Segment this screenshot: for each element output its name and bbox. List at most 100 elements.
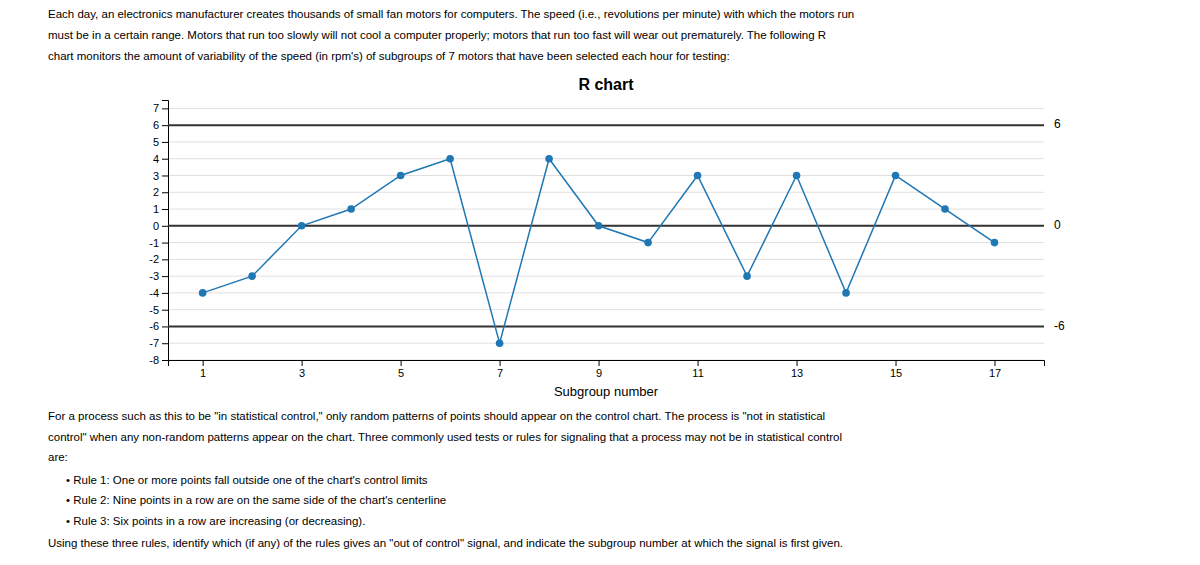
tick-label: 2 bbox=[153, 186, 159, 198]
tick-mark bbox=[698, 360, 699, 366]
data-point bbox=[298, 222, 306, 230]
grid-line bbox=[168, 259, 1044, 260]
description: Each day, an electronics manufacturer cr… bbox=[48, 8, 854, 62]
tick: -4 bbox=[149, 287, 168, 299]
rule-line: • Rule 2: Nine points in a row are on th… bbox=[66, 494, 446, 506]
tick-label: 9 bbox=[596, 367, 602, 379]
data-point bbox=[743, 272, 751, 280]
tick-label: -4 bbox=[149, 287, 159, 299]
tick-label: 5 bbox=[153, 136, 159, 148]
tick-mark bbox=[162, 209, 168, 210]
body-line: are: bbox=[48, 451, 68, 463]
data-point bbox=[892, 172, 900, 180]
control-line-label: 6 bbox=[1054, 117, 1061, 131]
tick-mark bbox=[162, 310, 168, 311]
tick-label: 6 bbox=[153, 119, 159, 131]
control-line bbox=[168, 325, 1044, 327]
tick-mark bbox=[302, 360, 303, 366]
tick-mark bbox=[162, 326, 168, 327]
axis-line bbox=[169, 361, 1045, 367]
tick-mark bbox=[896, 360, 897, 366]
question-line: Using these three rules, identify which … bbox=[48, 537, 843, 549]
rule-line: • Rule 1: One or more points fall outsid… bbox=[66, 474, 428, 486]
tick-label: 3 bbox=[299, 367, 305, 379]
grid-line bbox=[168, 158, 1044, 159]
body-line: For a process such as this to be "in sta… bbox=[48, 410, 825, 422]
control-lines bbox=[168, 125, 1044, 326]
tick-mark bbox=[162, 142, 168, 143]
tick-label: 0 bbox=[153, 220, 159, 232]
chart-root: Each day, an electronics manufacturer cr… bbox=[0, 0, 1200, 565]
tick-mark bbox=[162, 108, 168, 109]
grid-line bbox=[168, 309, 1044, 310]
data-point bbox=[199, 289, 207, 297]
tick-label: 17 bbox=[989, 367, 1001, 379]
grid-line bbox=[168, 108, 1044, 109]
tick-label: -7 bbox=[149, 337, 159, 349]
axis-line bbox=[162, 101, 169, 361]
tick-label: -3 bbox=[149, 270, 159, 282]
tick: -1 bbox=[149, 237, 168, 249]
data-point bbox=[545, 155, 553, 163]
control-line-labels: 60-6 bbox=[1054, 117, 1065, 332]
tick: 3 bbox=[153, 170, 168, 182]
tick: -2 bbox=[149, 253, 168, 265]
tick-mark bbox=[162, 360, 168, 361]
tick: 1 bbox=[153, 203, 168, 215]
tick-label: 7 bbox=[497, 367, 503, 379]
tick: -6 bbox=[149, 320, 168, 332]
tick-mark bbox=[401, 360, 402, 366]
rule-line: • Rule 3: Six points in a row are increa… bbox=[66, 515, 365, 527]
grid-line bbox=[168, 192, 1044, 193]
tick-mark bbox=[162, 226, 168, 227]
control-line bbox=[168, 124, 1044, 126]
control-line-label: 0 bbox=[1054, 218, 1061, 232]
tick: 3 bbox=[299, 360, 305, 379]
data-point bbox=[793, 172, 801, 180]
tick-label: -6 bbox=[149, 320, 159, 332]
tick-mark bbox=[162, 192, 168, 193]
tick-mark bbox=[203, 360, 204, 366]
data-point bbox=[595, 222, 603, 230]
data-point bbox=[842, 289, 850, 297]
tick: 7 bbox=[497, 360, 503, 379]
tick-label: -5 bbox=[149, 304, 159, 316]
marks bbox=[168, 125, 1044, 347]
tick: 7 bbox=[153, 102, 168, 114]
tick: 11 bbox=[692, 360, 703, 379]
tick-mark bbox=[162, 175, 168, 176]
body-text: For a process such as this to be "in sta… bbox=[48, 410, 843, 549]
data-point bbox=[694, 172, 702, 180]
y-axis: 76543210-1-2-3-4-5-6-7-8 bbox=[149, 101, 168, 367]
tick-mark bbox=[162, 343, 168, 344]
tick: -7 bbox=[149, 337, 168, 349]
description-line: chart monitors the amount of variability… bbox=[48, 50, 730, 62]
tick: 5 bbox=[398, 360, 404, 379]
tick-mark bbox=[995, 360, 996, 366]
tick-mark bbox=[162, 276, 168, 277]
tick-mark bbox=[162, 293, 168, 294]
grid-line bbox=[168, 175, 1044, 176]
tick: 1 bbox=[200, 360, 206, 379]
tick: 6 bbox=[153, 119, 168, 131]
grid-line bbox=[168, 242, 1044, 243]
tick-label: 3 bbox=[153, 170, 159, 182]
tick-label: 1 bbox=[200, 367, 206, 379]
grid-line bbox=[168, 326, 1044, 327]
tick-mark bbox=[162, 259, 168, 260]
data-point bbox=[446, 155, 454, 163]
data-line bbox=[203, 159, 995, 344]
data-point bbox=[397, 172, 405, 180]
tick-label: -1 bbox=[149, 237, 159, 249]
tick-label: 5 bbox=[398, 367, 404, 379]
tick-label: 11 bbox=[692, 367, 703, 379]
grid-line bbox=[168, 292, 1044, 293]
tick-label: 7 bbox=[153, 102, 159, 114]
grid bbox=[168, 108, 1044, 360]
grid-line bbox=[168, 209, 1044, 210]
tick: 0 bbox=[153, 220, 168, 232]
x-axis: 1357911131517 bbox=[169, 360, 1045, 379]
plot: 135791113151776543210-1-2-3-4-5-6-7-860-… bbox=[149, 76, 1065, 399]
description-line: Each day, an electronics manufacturer cr… bbox=[48, 8, 854, 20]
grid-line bbox=[168, 276, 1044, 277]
